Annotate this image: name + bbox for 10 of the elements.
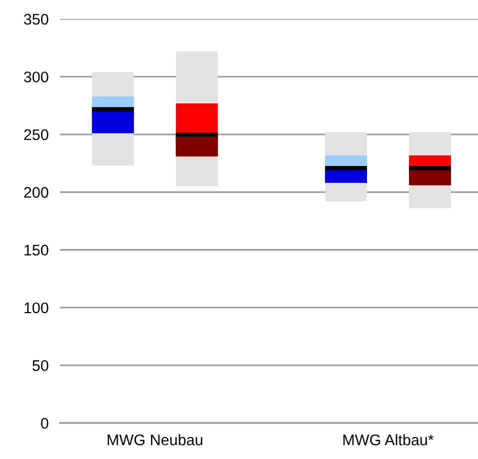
y-tick-label: 350 (24, 14, 48, 25)
y-tick-label: 50 (32, 360, 48, 371)
y-tick-label: 200 (24, 187, 48, 198)
x-tick-label: MWG Neubau (108, 434, 202, 446)
y-tick-label: 100 (24, 302, 48, 314)
y-tick-label: 0 (40, 418, 48, 429)
y-tick-label: 250 (24, 129, 48, 140)
x-tick-label: MWG Altbau* (343, 434, 434, 446)
y-tick-label: 300 (24, 72, 48, 82)
y-tick-label: 150 (24, 244, 48, 256)
